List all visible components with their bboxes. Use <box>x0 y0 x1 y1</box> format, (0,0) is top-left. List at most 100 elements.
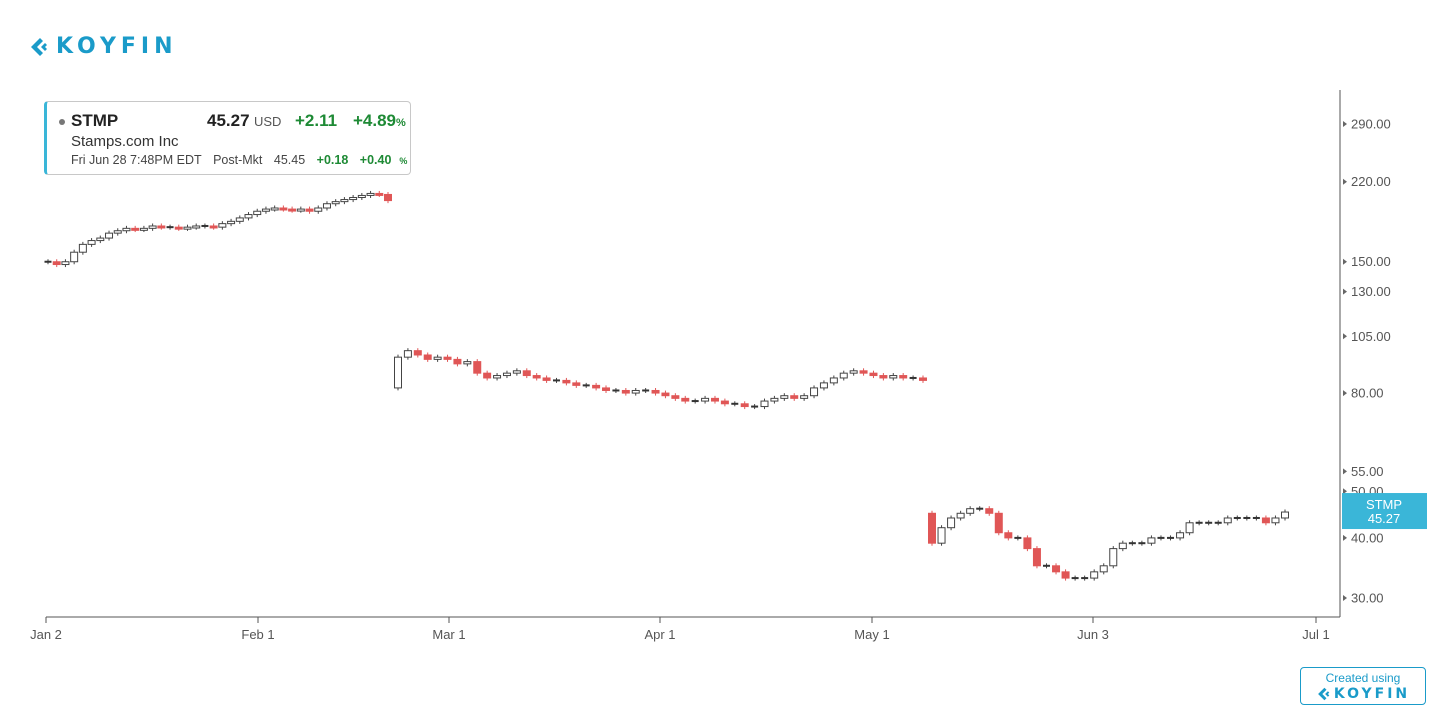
candle-body <box>131 227 140 231</box>
candle-body <box>1099 565 1108 573</box>
candle-body <box>1252 516 1260 519</box>
candle-body <box>720 400 729 405</box>
y-tick-mark <box>1343 390 1347 397</box>
candle-body <box>760 400 769 408</box>
y-tick-mark <box>1343 595 1347 601</box>
y-tick-label: 290.00 <box>1351 117 1391 132</box>
candle-body <box>78 243 87 253</box>
candle-body <box>592 384 601 389</box>
candle-body <box>384 193 392 202</box>
x-tick-label: Jan 2 <box>30 627 62 642</box>
candle-body <box>532 375 541 379</box>
candle-body <box>642 389 650 392</box>
candle-body <box>1138 542 1146 545</box>
candle-body <box>889 375 898 379</box>
candle-body <box>209 225 218 229</box>
candle-body <box>305 208 314 212</box>
candle-body <box>113 230 122 234</box>
candle-body <box>253 210 262 216</box>
candle-body <box>919 377 927 381</box>
candle-body <box>572 382 581 386</box>
candle-body <box>985 508 994 514</box>
candle-body <box>701 397 710 402</box>
y-tick-label: 130.00 <box>1351 284 1391 299</box>
candle-body <box>928 512 936 544</box>
price-tag-box <box>1342 493 1427 530</box>
candle-body <box>751 405 759 408</box>
candle-body <box>1167 536 1175 539</box>
x-tick-label: Mar 1 <box>432 627 465 642</box>
candle-body <box>976 507 984 510</box>
y-tick-mark <box>1343 258 1347 265</box>
candle-body <box>731 402 739 405</box>
post-market-price: 45.45 <box>273 153 306 167</box>
koyfin-small-logo-icon <box>1317 687 1330 701</box>
candle-body <box>473 361 482 374</box>
x-tick-label: Jul 1 <box>1302 627 1329 642</box>
price-change-pct: +4.89% <box>353 111 406 130</box>
candle-body <box>909 376 917 379</box>
candle-body <box>859 370 868 374</box>
candle-body <box>218 223 227 228</box>
candle-body <box>994 512 1003 534</box>
koyfin-logo-icon <box>31 37 47 56</box>
candle-body <box>201 224 209 227</box>
candle-body <box>829 377 838 384</box>
candle-body <box>1061 571 1070 579</box>
logo-text: KOYFIN <box>56 34 178 59</box>
last-price: 45.27 <box>207 111 250 130</box>
candle-body <box>270 207 279 211</box>
candle-body <box>1109 548 1118 567</box>
y-tick-label: 80.00 <box>1351 386 1384 401</box>
candle-body <box>183 226 192 230</box>
candle-body <box>166 226 174 229</box>
candle-body <box>375 192 384 196</box>
candle-body <box>966 508 975 514</box>
candle-body <box>1128 542 1136 545</box>
credit-logo-text: KOYFIN <box>1333 686 1411 702</box>
candle-body <box>483 372 492 379</box>
candle-body <box>681 397 690 402</box>
candle-body <box>87 240 96 245</box>
candle-body <box>651 389 660 394</box>
candle-body <box>1023 537 1032 550</box>
y-tick-label: 30.00 <box>1351 591 1384 606</box>
candle-body <box>780 395 789 399</box>
ticker-symbol: STMP <box>71 111 119 130</box>
y-tick-label: 55.00 <box>1351 464 1384 479</box>
price-tag-ticker: STMP <box>1366 497 1402 512</box>
candle-body <box>1014 536 1022 539</box>
candle-body <box>1233 516 1241 519</box>
company-name: Stamps.com Inc <box>71 133 179 150</box>
candle-body <box>1281 511 1289 519</box>
x-tick-label: Feb 1 <box>241 627 274 642</box>
candle-body <box>493 375 502 379</box>
candle-body <box>443 356 452 360</box>
candle-body <box>1243 516 1251 519</box>
y-tick-label: 220.00 <box>1351 174 1391 189</box>
candle-body <box>562 379 571 384</box>
candle-body <box>340 199 349 203</box>
candle-body <box>631 389 640 394</box>
post-market-row: Fri Jun 28 7:48PM EDT Post-Mkt 45.45 +0.… <box>71 153 415 167</box>
price-tag-value: 45.27 <box>1368 511 1401 526</box>
y-tick-mark <box>1343 288 1347 295</box>
candle-body <box>800 395 809 399</box>
candle-body <box>1032 548 1041 567</box>
koyfin-logo: KOYFIN <box>28 34 178 59</box>
candle-body <box>279 207 288 211</box>
y-tick-mark <box>1343 178 1347 185</box>
candle-body <box>288 208 297 212</box>
candle-body <box>602 387 611 391</box>
created-using-badge[interactable]: Created using KOYFIN <box>1300 667 1426 705</box>
candle-body <box>710 397 719 402</box>
candle-body <box>661 392 670 397</box>
candle-body <box>349 196 358 201</box>
candle-body <box>582 384 590 387</box>
candle-body <box>1157 536 1165 539</box>
candle-body <box>810 387 819 397</box>
candle-body <box>174 226 183 230</box>
candle-body <box>235 217 244 222</box>
